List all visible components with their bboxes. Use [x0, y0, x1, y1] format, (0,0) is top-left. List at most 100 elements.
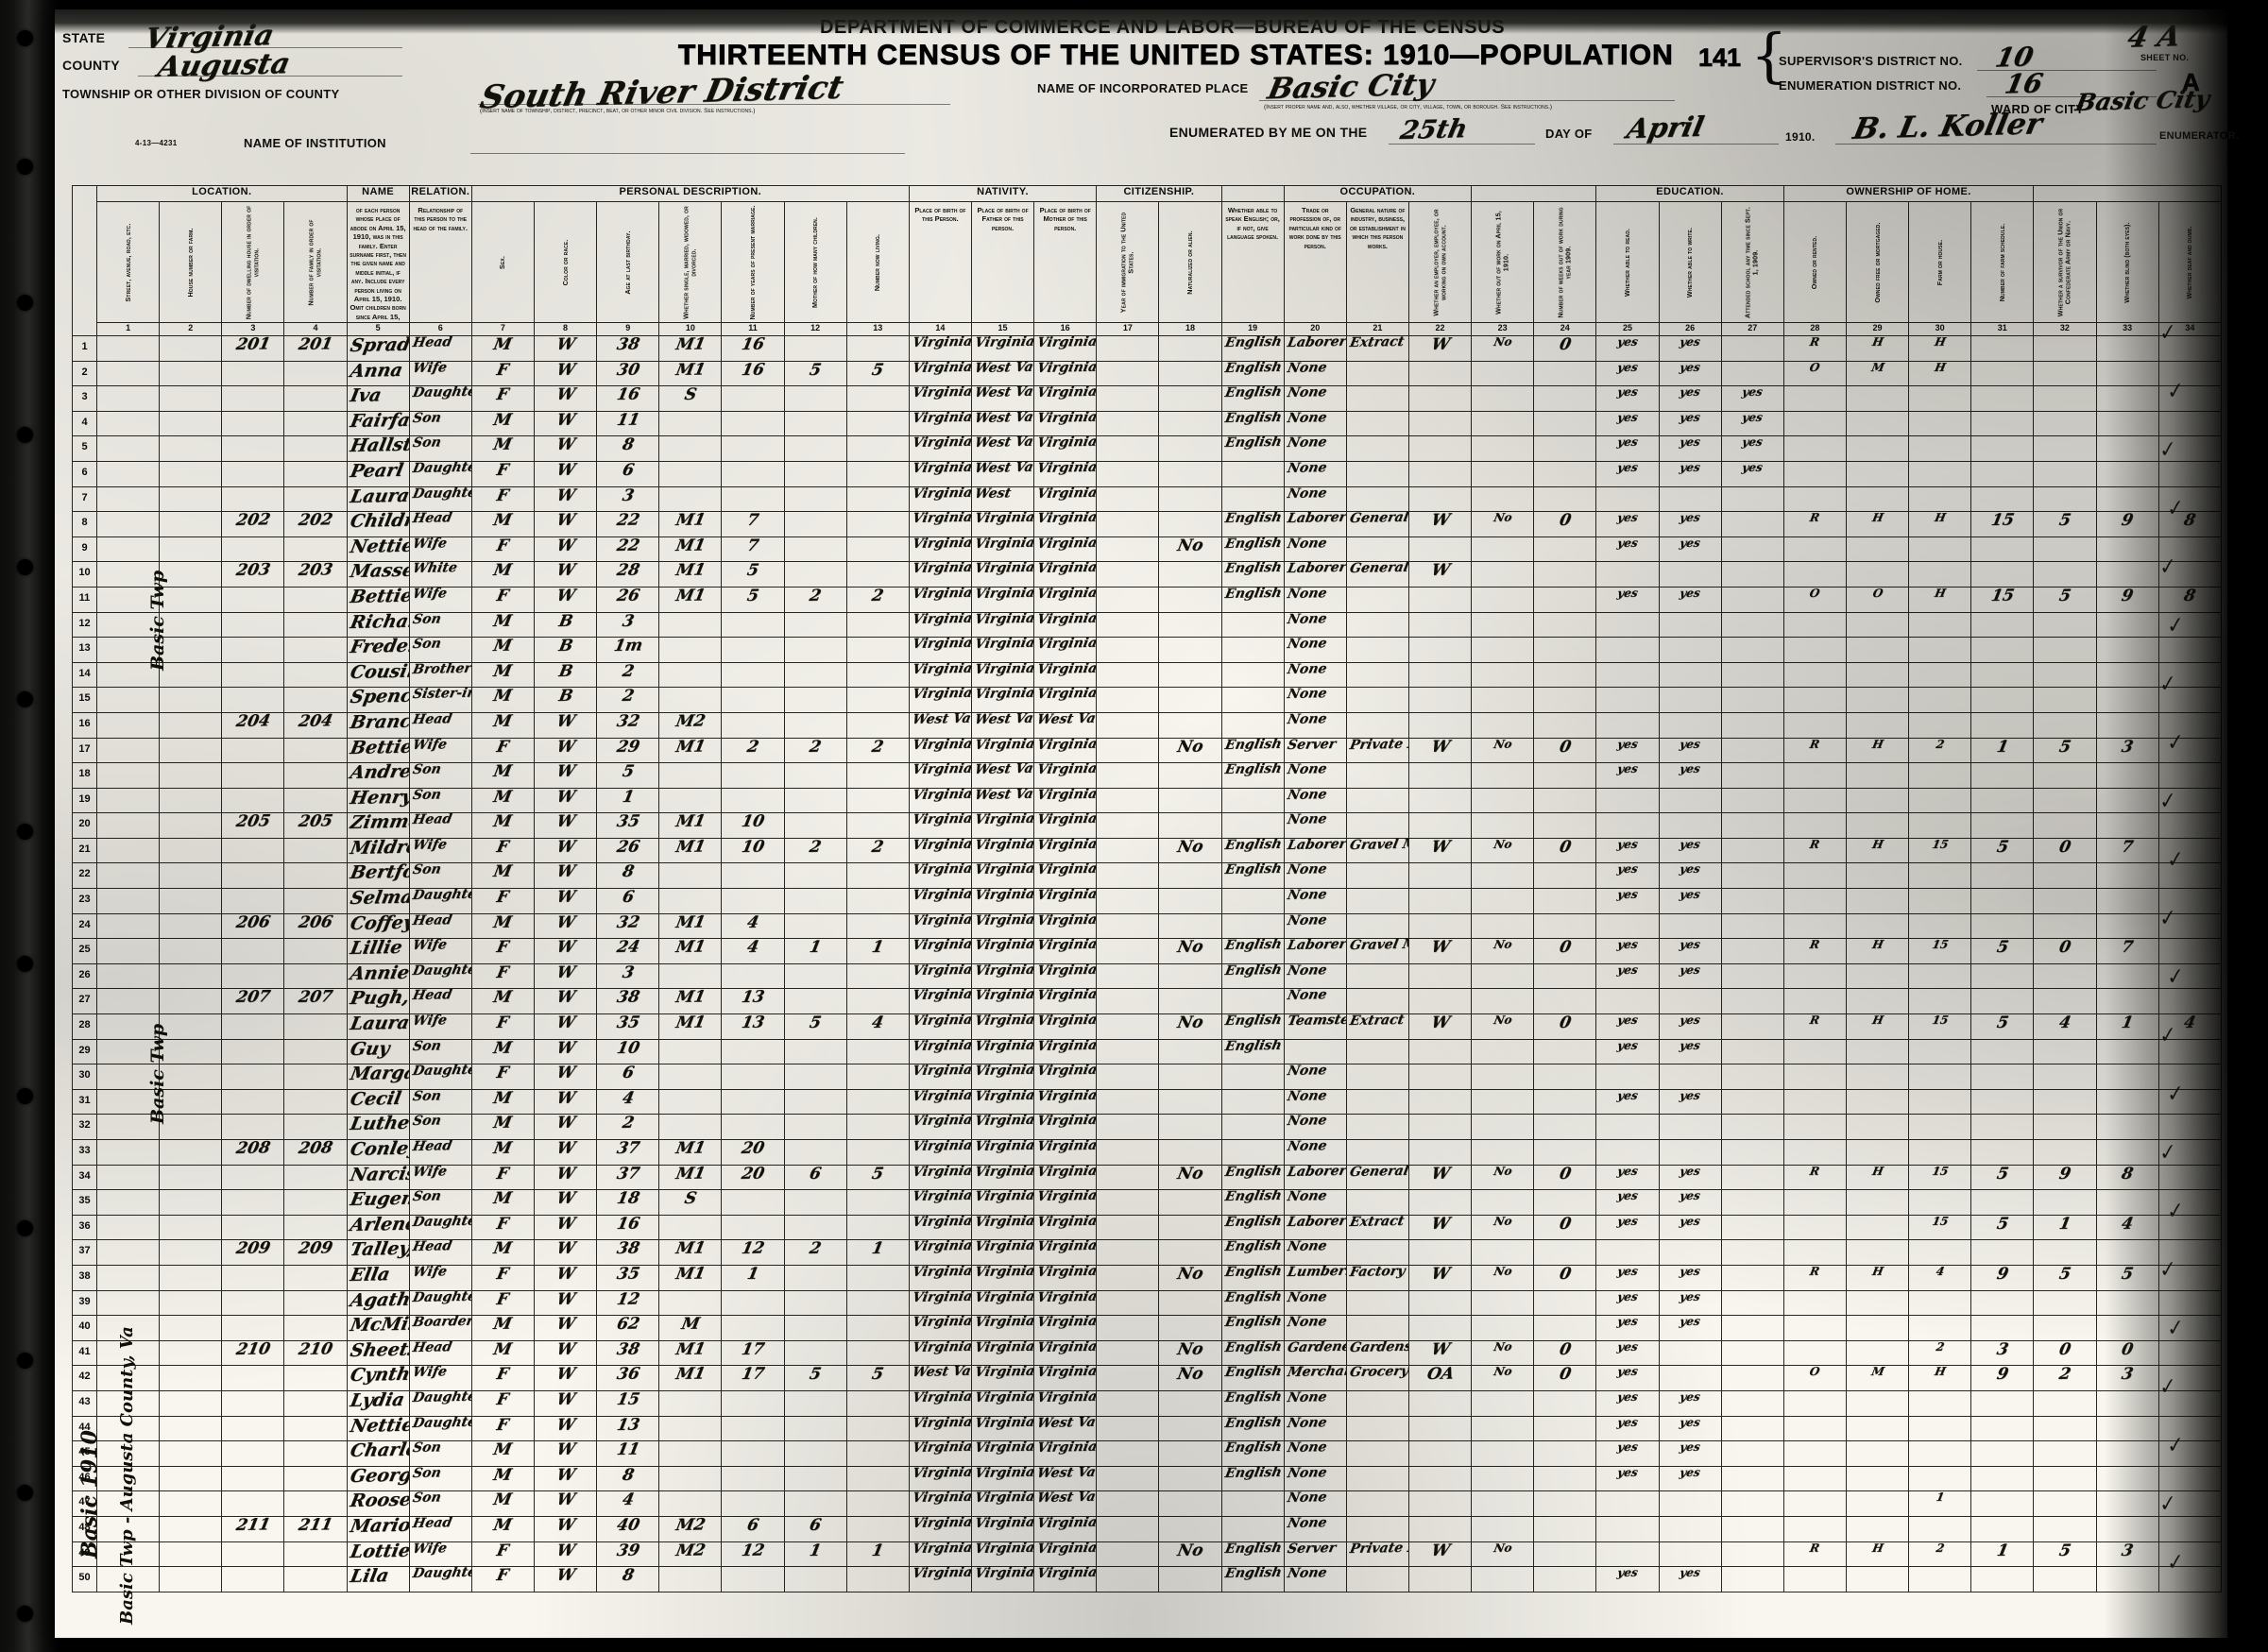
- cell-15[interactable]: Virginia: [970, 1490, 1035, 1517]
- cell-20[interactable]: None: [1283, 410, 1347, 437]
- cell-30[interactable]: [1908, 1315, 1972, 1341]
- cell-4[interactable]: [283, 1315, 348, 1341]
- cell-10[interactable]: [658, 1088, 723, 1116]
- cell-18[interactable]: No: [1158, 1164, 1222, 1191]
- cell-10[interactable]: [658, 888, 723, 914]
- cell-5[interactable]: Lydia: [346, 1389, 410, 1417]
- cell-9[interactable]: 24: [596, 938, 660, 964]
- cell-4[interactable]: [283, 460, 348, 487]
- cell-21[interactable]: Private Family: [1345, 1541, 1409, 1568]
- cell-14[interactable]: Virginia: [908, 938, 972, 964]
- cell-8[interactable]: W: [533, 1566, 598, 1592]
- cell-5[interactable]: Marion, James B.: [346, 1515, 410, 1542]
- cell-11[interactable]: 12: [721, 1541, 785, 1568]
- cell-15[interactable]: West Va: [970, 787, 1035, 814]
- cell-11[interactable]: [721, 1490, 785, 1517]
- cell-18[interactable]: [1158, 1088, 1222, 1116]
- cell-16[interactable]: Virginia: [1033, 511, 1098, 537]
- cell-21[interactable]: Gravel Mine: [1345, 837, 1409, 864]
- cell-12[interactable]: [783, 1566, 847, 1592]
- cell-23[interactable]: [1471, 912, 1535, 940]
- cell-6[interactable]: Brother-in-law: [408, 661, 472, 689]
- cell-26[interactable]: [1658, 1515, 1722, 1542]
- cell-3[interactable]: 210: [221, 1339, 285, 1367]
- cell-2[interactable]: [159, 460, 223, 487]
- cell-11[interactable]: [721, 1315, 785, 1341]
- cell-3[interactable]: [221, 762, 285, 789]
- cell-4[interactable]: [283, 611, 348, 639]
- cell-12[interactable]: [783, 485, 847, 513]
- cell-9[interactable]: 1m: [596, 637, 660, 663]
- cell-24[interactable]: 0: [1533, 1164, 1597, 1191]
- cell-13[interactable]: 5: [845, 360, 910, 387]
- cell-32[interactable]: [2033, 1114, 2097, 1140]
- cell-28[interactable]: [1782, 1490, 1847, 1517]
- cell-28[interactable]: O: [1782, 360, 1847, 387]
- cell-23[interactable]: [1471, 1566, 1535, 1592]
- cell-13[interactable]: [845, 511, 910, 537]
- cell-4[interactable]: [283, 762, 348, 789]
- cell-31[interactable]: [1970, 536, 2035, 563]
- cell-30[interactable]: H: [1908, 1365, 1972, 1391]
- cell-1[interactable]: [95, 812, 161, 839]
- cell-6[interactable]: Son: [408, 1038, 472, 1065]
- cell-23[interactable]: [1471, 611, 1535, 639]
- cell-3[interactable]: [221, 1189, 285, 1216]
- cell-16[interactable]: Virginia: [1033, 762, 1098, 789]
- cell-22[interactable]: [1407, 1088, 1473, 1116]
- cell-7[interactable]: M: [470, 1490, 535, 1517]
- cell-8[interactable]: W: [533, 1465, 598, 1492]
- cell-15[interactable]: Virginia: [970, 1013, 1035, 1040]
- cell-3[interactable]: [221, 1440, 285, 1467]
- cell-2[interactable]: [159, 912, 223, 940]
- cell-32[interactable]: 5: [2033, 586, 2097, 613]
- cell-31[interactable]: [1970, 1566, 2035, 1592]
- cell-27[interactable]: [1720, 586, 1784, 613]
- cell-10[interactable]: [658, 862, 723, 890]
- cell-3[interactable]: [221, 1315, 285, 1341]
- cell-6[interactable]: Daughter: [408, 962, 472, 990]
- cell-24[interactable]: 0: [1533, 335, 1597, 362]
- cell-8[interactable]: W: [533, 1339, 598, 1367]
- cell-3[interactable]: 206: [221, 912, 285, 940]
- cell-25[interactable]: yes: [1595, 1415, 1660, 1442]
- cell-28[interactable]: [1782, 1389, 1847, 1417]
- cell-29[interactable]: [1845, 1515, 1910, 1542]
- cell-7[interactable]: M: [470, 637, 535, 663]
- cell-29[interactable]: [1845, 1114, 1910, 1140]
- cell-24[interactable]: [1533, 536, 1597, 563]
- cell-19[interactable]: English: [1220, 1440, 1285, 1467]
- cell-4[interactable]: [283, 661, 348, 689]
- cell-19[interactable]: [1220, 1139, 1285, 1166]
- cell-23[interactable]: [1471, 1465, 1535, 1492]
- cell-14[interactable]: Virginia: [908, 511, 972, 537]
- cell-5[interactable]: Massey, Stephen: [346, 561, 410, 588]
- cell-13[interactable]: [845, 762, 910, 789]
- cell-14[interactable]: Virginia: [908, 988, 972, 1015]
- cell-32[interactable]: [2033, 335, 2097, 362]
- cell-26[interactable]: yes: [1658, 1164, 1722, 1191]
- cell-1[interactable]: [95, 1541, 161, 1568]
- cell-5[interactable]: Agatha: [346, 1289, 410, 1317]
- cell-16[interactable]: Virginia: [1033, 1064, 1098, 1090]
- cell-21[interactable]: Extract W.: [1345, 1013, 1409, 1040]
- cell-19[interactable]: English: [1220, 385, 1285, 412]
- cell-15[interactable]: Virginia: [970, 1239, 1035, 1266]
- cell-13[interactable]: 2: [845, 837, 910, 864]
- cell-17[interactable]: [1096, 1389, 1160, 1417]
- cell-9[interactable]: 22: [596, 511, 660, 537]
- cell-22[interactable]: [1407, 1415, 1473, 1442]
- cell-29[interactable]: [1845, 1415, 1910, 1442]
- cell-24[interactable]: 0: [1533, 837, 1597, 864]
- cell-26[interactable]: yes: [1658, 410, 1722, 437]
- cell-6[interactable]: Son: [408, 1440, 472, 1467]
- cell-5[interactable]: Laura: [346, 485, 410, 513]
- cell-22[interactable]: [1407, 1490, 1473, 1517]
- cell-30[interactable]: [1908, 812, 1972, 839]
- cell-26[interactable]: [1658, 711, 1722, 739]
- cell-22[interactable]: W: [1407, 1339, 1473, 1367]
- cell-7[interactable]: M: [470, 912, 535, 940]
- cell-20[interactable]: None: [1283, 1139, 1347, 1166]
- cell-15[interactable]: Virginia: [970, 888, 1035, 914]
- cell-25[interactable]: [1595, 812, 1660, 839]
